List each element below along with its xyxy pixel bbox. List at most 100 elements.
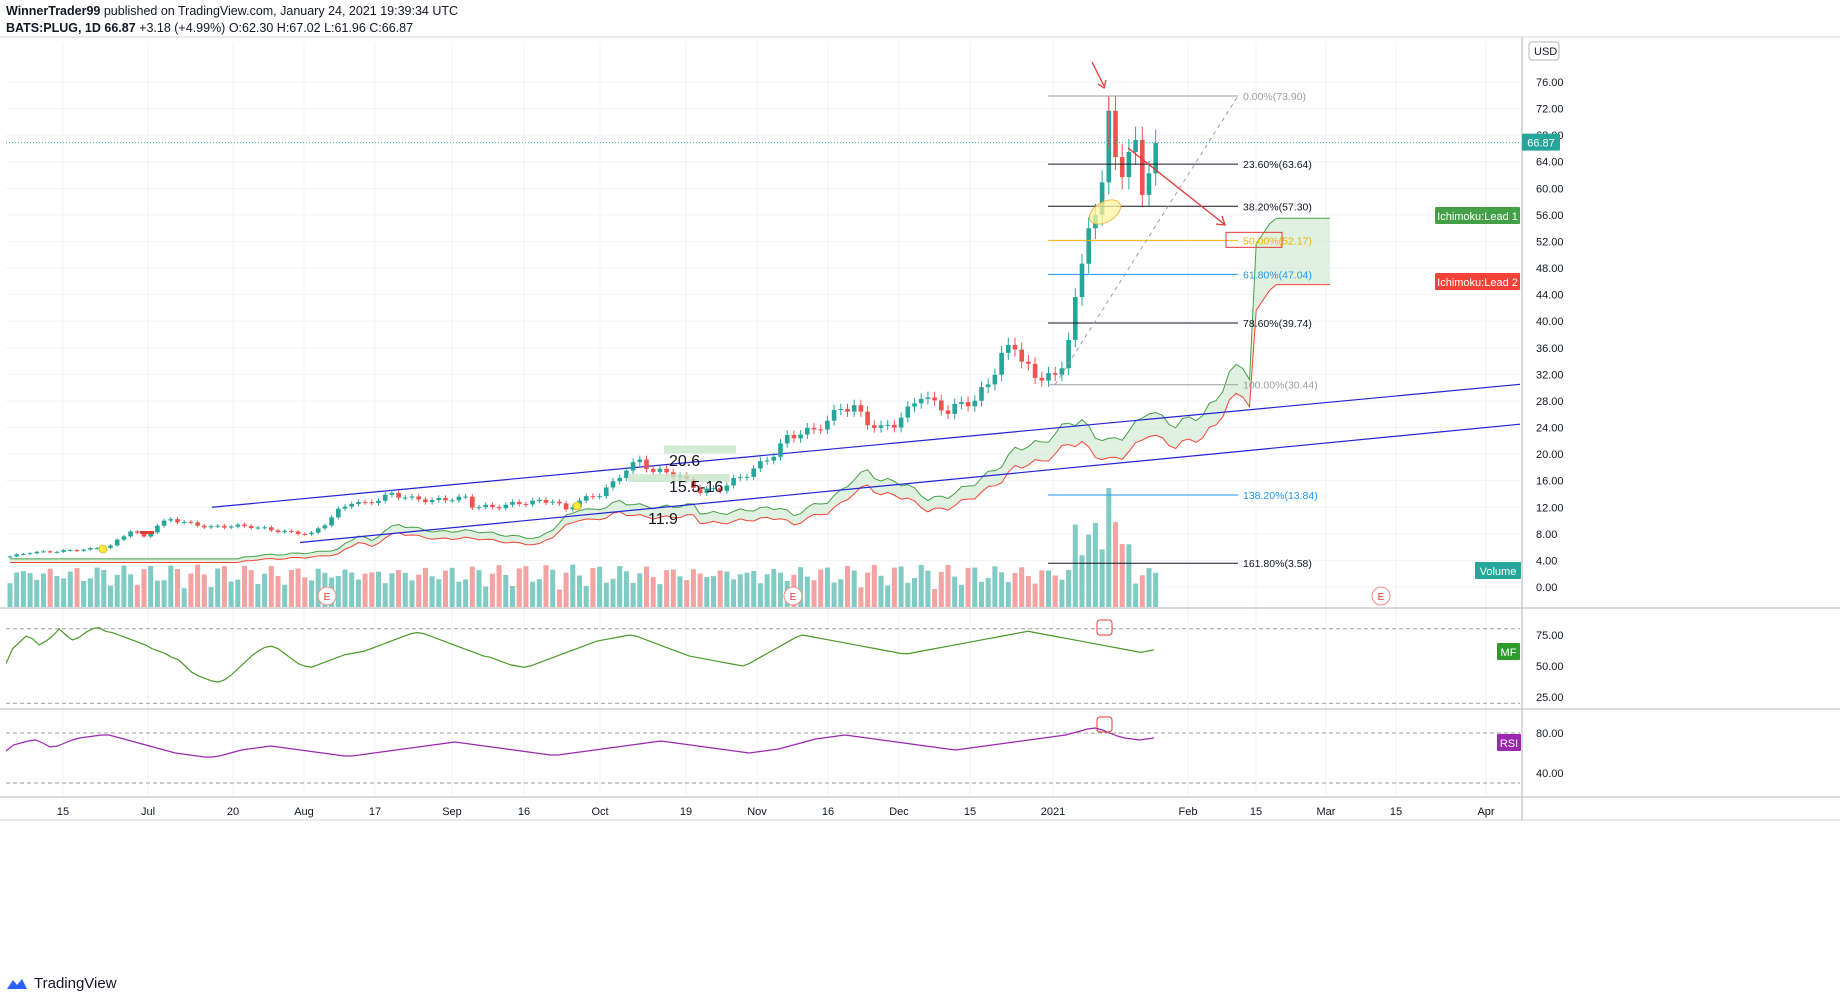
candle-body bbox=[181, 521, 187, 523]
volume-bar bbox=[154, 580, 160, 607]
volume-bar bbox=[369, 572, 375, 607]
candle-body bbox=[557, 501, 562, 504]
fib-level-label: 38.20%(57.30) bbox=[1243, 201, 1312, 213]
volume-bar bbox=[731, 579, 737, 607]
candle-body bbox=[34, 551, 40, 554]
candle-body bbox=[27, 553, 33, 555]
candle-body bbox=[764, 460, 770, 462]
volume-bar bbox=[148, 565, 154, 607]
volume-badge-text: Volume bbox=[1480, 566, 1517, 578]
volume-bar bbox=[711, 576, 716, 607]
volume-bar bbox=[309, 580, 314, 607]
candle-body bbox=[14, 554, 19, 557]
volume-bar bbox=[1005, 582, 1011, 607]
volume-bar bbox=[938, 571, 944, 607]
candle-body bbox=[972, 400, 978, 407]
candle-body bbox=[61, 550, 66, 552]
volume-bar bbox=[972, 567, 978, 607]
candle-body bbox=[490, 504, 495, 508]
candle-body bbox=[885, 424, 890, 426]
time-tick-label: 15 bbox=[57, 806, 69, 818]
candle-body bbox=[1066, 339, 1071, 369]
mf-badge bbox=[1497, 643, 1520, 660]
tradingview-logo[interactable]: TradingView bbox=[6, 975, 117, 992]
candle-body bbox=[918, 398, 924, 404]
candle-body bbox=[309, 532, 314, 535]
volume-bar bbox=[818, 569, 824, 607]
candle-body bbox=[1019, 349, 1024, 362]
highlight-box bbox=[1225, 231, 1283, 248]
volume-bar bbox=[87, 578, 93, 607]
time-tick-label: Oct bbox=[591, 806, 608, 818]
volume-bar bbox=[985, 578, 991, 607]
earnings-marker-label: E bbox=[324, 592, 331, 603]
price-tick-label: 8.00 bbox=[1536, 529, 1557, 541]
volume-bar bbox=[1086, 534, 1092, 607]
time-tick-label: 2021 bbox=[1041, 806, 1065, 818]
candle-body bbox=[416, 496, 421, 500]
volume-bar bbox=[845, 565, 850, 607]
price-tick-label: 0.00 bbox=[1536, 582, 1557, 594]
rsi-line bbox=[5, 727, 1155, 758]
currency-label: USD bbox=[1534, 46, 1557, 58]
volume-bar bbox=[1119, 543, 1125, 607]
candle-body bbox=[939, 400, 944, 411]
volume-bar bbox=[704, 576, 710, 607]
price-tick-label: 4.00 bbox=[1536, 555, 1557, 567]
candle-body bbox=[1146, 173, 1152, 195]
time-tick-label: 20 bbox=[227, 806, 239, 818]
candle-body bbox=[1086, 228, 1091, 264]
fib-level-label: 0.00%(73.90) bbox=[1243, 91, 1306, 103]
tradingview-icon bbox=[7, 978, 27, 989]
candle-body bbox=[657, 468, 663, 472]
time-tick-label: 16 bbox=[518, 806, 530, 818]
candle-body bbox=[744, 476, 750, 478]
volume-bar bbox=[235, 579, 241, 607]
volume-bar bbox=[282, 584, 288, 607]
candle-body bbox=[202, 525, 207, 528]
candle-body bbox=[650, 468, 656, 472]
price-tick-label: 76.00 bbox=[1536, 77, 1564, 89]
candle-body bbox=[443, 497, 448, 501]
cloud-fill bbox=[10, 218, 1330, 563]
price-tick-label: 40.00 bbox=[1536, 316, 1564, 328]
author[interactable]: WinnerTrader99 bbox=[6, 4, 101, 18]
volume-bar bbox=[175, 569, 180, 607]
volume-bar bbox=[268, 565, 274, 607]
volume-bar bbox=[20, 571, 26, 607]
mf-tick-label: 25.00 bbox=[1536, 692, 1564, 704]
down-arrow-head bbox=[1097, 79, 1107, 90]
volume-bar bbox=[556, 589, 562, 607]
volume-bar bbox=[349, 572, 355, 607]
candle-body bbox=[74, 550, 80, 552]
money-flow-pane: 75.00 50.00 25.00 bbox=[5, 619, 1564, 704]
candle-body bbox=[979, 387, 984, 401]
candle-body bbox=[1046, 373, 1051, 381]
symbol-label[interactable]: BATS:PLUG, 1D bbox=[6, 21, 101, 35]
candle-body bbox=[543, 499, 549, 503]
candle-body bbox=[758, 461, 763, 469]
candle-body bbox=[396, 492, 401, 498]
mf-highlight bbox=[1096, 619, 1113, 636]
candle-body bbox=[838, 408, 844, 410]
candle-body bbox=[369, 502, 375, 504]
candle-body bbox=[1119, 157, 1125, 178]
candle-body bbox=[336, 508, 341, 518]
candle-body bbox=[664, 468, 669, 473]
volume-bar bbox=[617, 566, 623, 607]
candle-body bbox=[510, 501, 515, 505]
candle-body bbox=[356, 502, 361, 504]
volume-bar bbox=[114, 574, 120, 607]
volume-bar bbox=[623, 571, 629, 607]
volume-bar bbox=[764, 574, 770, 607]
candle-body bbox=[624, 470, 629, 478]
candle-body bbox=[1140, 140, 1145, 195]
volume-bar bbox=[476, 570, 482, 607]
candle-body bbox=[436, 497, 442, 501]
lead1-badge-text: Ichimoku:Lead 1 bbox=[1437, 211, 1518, 223]
fib-trend-line bbox=[1054, 95, 1239, 386]
mf-tick-label: 75.00 bbox=[1536, 630, 1564, 642]
price-tick-label: 48.00 bbox=[1536, 263, 1564, 275]
candle-body bbox=[423, 499, 428, 503]
